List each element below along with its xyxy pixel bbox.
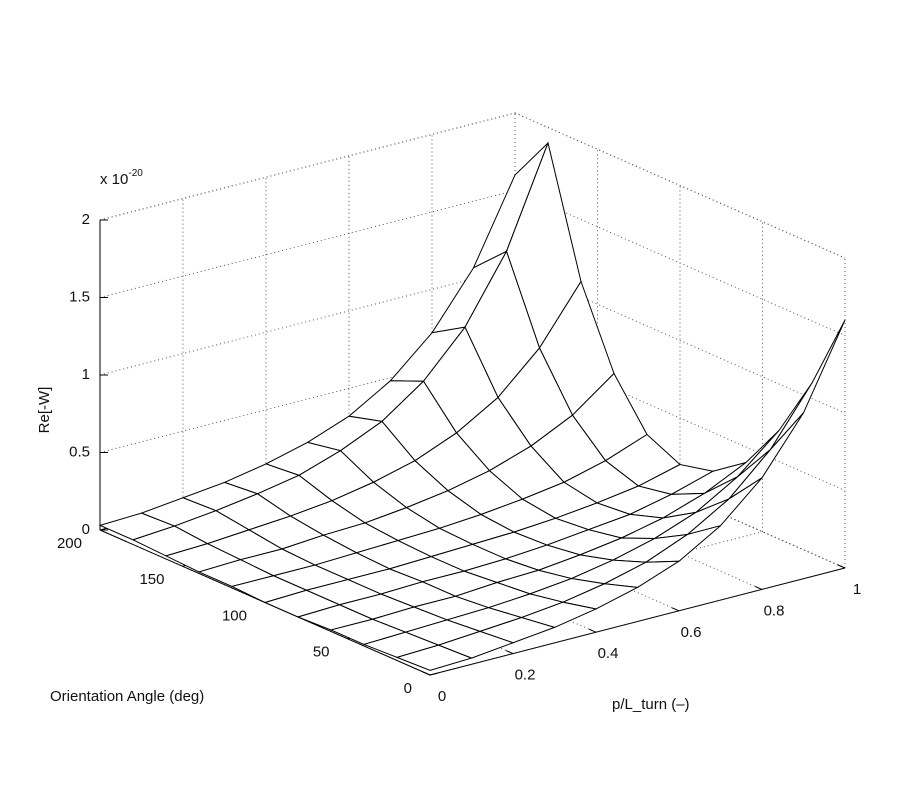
- y-tick-label: 50: [313, 644, 330, 661]
- y-axis-label: Orientation Angle (deg): [50, 688, 204, 705]
- grid-line: [514, 112, 846, 259]
- z-tick-label: 0.5: [69, 443, 90, 460]
- tick-mark: [671, 607, 680, 612]
- x-tick-label: 0.6: [681, 624, 702, 641]
- z-tick-label: 2: [82, 211, 90, 228]
- tick-mark: [588, 628, 597, 633]
- grid-line: [99, 112, 516, 221]
- x-tick-label: 0.2: [515, 667, 536, 684]
- x-tick-label: 0.4: [598, 645, 619, 662]
- z-tick-label: 0: [82, 521, 90, 538]
- grid-line: [99, 190, 516, 298]
- tick-mark: [505, 650, 514, 655]
- z-tick-label: 1.5: [69, 288, 90, 305]
- tick-mark: [429, 672, 439, 676]
- y-tick-label: 100: [222, 607, 247, 624]
- surface-cell: [395, 644, 474, 671]
- y-tick-label: 0: [404, 680, 412, 697]
- tick-mark: [837, 564, 846, 569]
- y-tick-label: 200: [57, 535, 82, 552]
- tick-mark: [754, 585, 763, 590]
- z-tick-label: 1: [82, 366, 90, 383]
- x-axis: [429, 567, 846, 676]
- x-axis-label: p/L_turn (–): [612, 696, 690, 713]
- y-tick-label: 150: [139, 571, 164, 588]
- grid-line: [514, 190, 846, 336]
- z-multiplier: x 10-20: [100, 168, 143, 188]
- x-tick-label: 0.8: [764, 602, 785, 619]
- x-tick-label: 0: [438, 688, 446, 705]
- z-axis-label: Re[-W]: [36, 387, 53, 434]
- tick-mark: [422, 671, 431, 676]
- x-tick-label: 1: [853, 581, 861, 598]
- surface-cell: [728, 412, 804, 500]
